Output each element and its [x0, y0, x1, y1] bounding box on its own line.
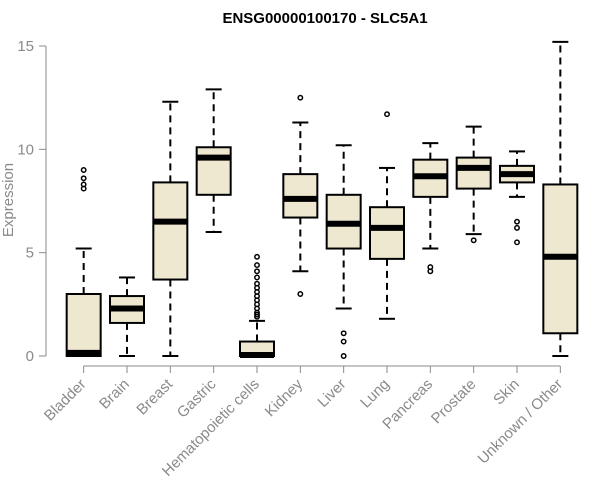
outlier-point	[340, 353, 347, 359]
box-group	[499, 150, 535, 246]
box-group	[325, 144, 362, 359]
box-group	[239, 253, 275, 358]
x-tick-label: Bladder	[41, 376, 90, 425]
outlier-point	[340, 330, 347, 337]
box-group	[369, 111, 405, 320]
x-tick-label: Lung	[357, 376, 393, 412]
box-group	[152, 100, 189, 357]
chart-title: ENSG00000100170 - SLC5A1	[222, 10, 427, 27]
y-axis-label: Expression	[0, 163, 17, 237]
outlier-point	[384, 111, 390, 118]
outlier-point	[514, 239, 520, 246]
outlier-point	[254, 280, 260, 287]
iqr-box	[282, 173, 319, 219]
box-group	[109, 276, 145, 357]
x-tick-label: Brain	[96, 376, 133, 413]
box-group	[455, 125, 492, 244]
outlier-point	[427, 264, 434, 271]
outlier-point	[254, 268, 260, 275]
box-group	[65, 167, 102, 357]
iqr-box	[195, 146, 232, 196]
outlier-point	[80, 167, 87, 173]
outlier-point	[340, 338, 347, 345]
iqr-box	[455, 156, 492, 190]
outlier-point	[254, 311, 260, 318]
y-tick-label: 15	[17, 38, 34, 55]
iqr-box	[152, 181, 189, 281]
outlier-point	[514, 218, 520, 225]
x-tick-label: Liver	[314, 376, 349, 411]
outlier-point	[254, 262, 260, 269]
outlier-point	[514, 224, 520, 231]
y-tick-label: 5	[26, 245, 34, 262]
iqr-box	[369, 206, 405, 260]
outlier-point	[80, 175, 87, 182]
iqr-box	[65, 293, 102, 357]
outlier-point	[254, 253, 260, 260]
y-tick-label: 0	[26, 348, 34, 365]
outlier-point	[297, 94, 304, 101]
outlier-point	[297, 291, 304, 297]
plot-area	[65, 40, 579, 359]
box-group	[412, 142, 449, 275]
y-axis: 0 5 10 15	[17, 38, 47, 365]
outlier-point	[254, 274, 260, 281]
box-group	[282, 94, 319, 297]
x-tick-label: Breast	[133, 375, 176, 418]
outlier-point	[80, 181, 87, 188]
outlier-point	[470, 237, 477, 244]
box-group	[542, 40, 579, 357]
x-tick-label: Skin	[490, 376, 523, 409]
box-group	[195, 88, 232, 233]
x-tick-label: Kidney	[262, 375, 307, 420]
y-tick-label: 10	[17, 141, 34, 158]
x-tick-label: Prostate	[428, 376, 480, 428]
